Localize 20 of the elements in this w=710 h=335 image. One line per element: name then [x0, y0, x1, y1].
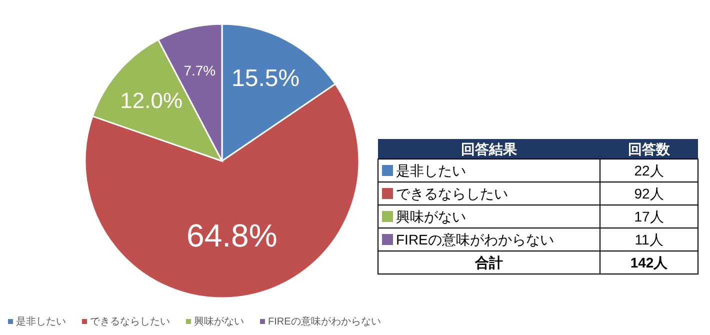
category-label: 興味がない: [396, 208, 466, 224]
text: 22人: [634, 162, 664, 178]
text: 142人: [630, 254, 669, 270]
data-label: 64.8%: [186, 218, 278, 254]
legend-label: 興味がない: [194, 316, 244, 328]
text: 11人: [634, 232, 664, 248]
text: 合計: [474, 254, 503, 270]
data-label: 12.0%: [120, 88, 183, 113]
legend-label: できるならしたい: [90, 316, 170, 328]
text: 92人: [634, 186, 664, 202]
legend-label: 是非したい: [16, 316, 66, 328]
category-label: できるならしたい: [396, 186, 508, 202]
category-label: 是非したい: [396, 162, 466, 178]
text: 回答数: [628, 141, 671, 157]
category-label: FIREの意味がわからない: [396, 232, 554, 248]
data-label: 7.7%: [184, 62, 216, 79]
legend-label: FIREの意味がわからない: [268, 316, 381, 328]
text: 17人: [634, 208, 664, 224]
text: 回答結果: [461, 141, 518, 157]
data-label: 15.5%: [232, 65, 300, 92]
